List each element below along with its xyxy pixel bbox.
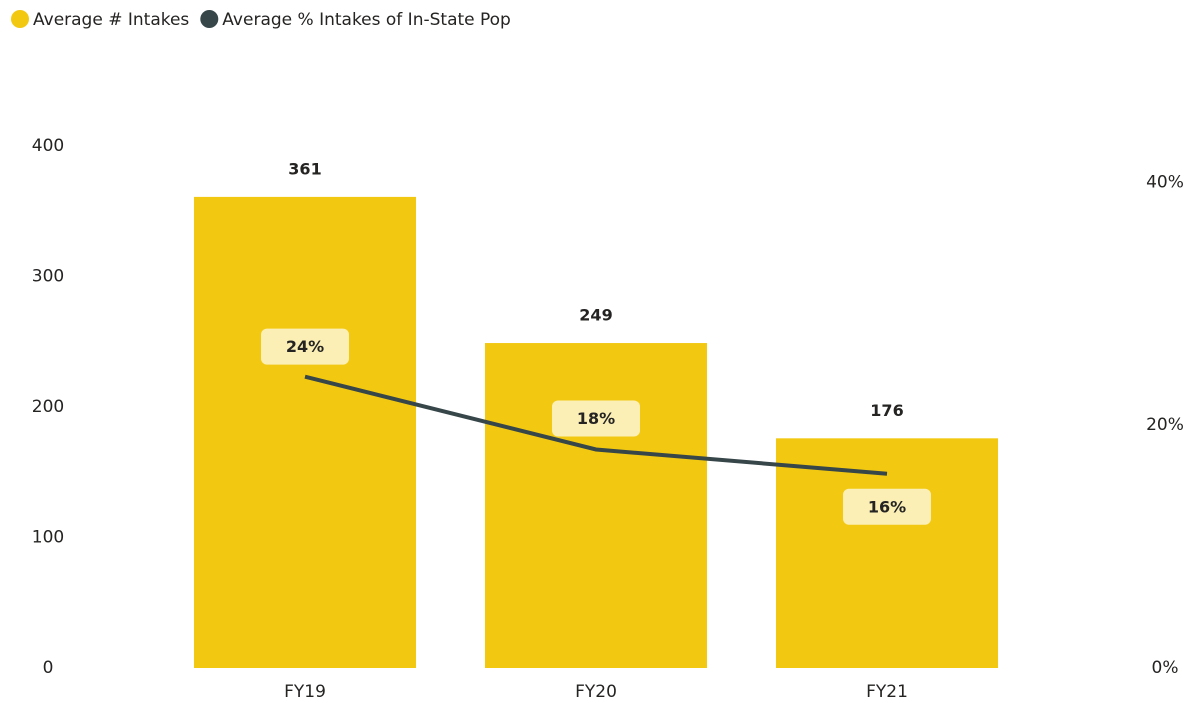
line <box>304 374 888 476</box>
legend-label: Average # Intakes <box>33 10 189 30</box>
y-tick-label: 300 <box>32 267 64 287</box>
bar-value-label: 249 <box>579 306 612 325</box>
bar <box>776 438 998 668</box>
y2-tick-label: 40% <box>1146 172 1184 192</box>
legend-label: Average % Intakes of In-State Pop <box>222 10 511 30</box>
line-label-box <box>552 400 640 437</box>
bar-value-label: 361 <box>288 159 321 178</box>
y2-tick-label: 20% <box>1146 415 1184 435</box>
y-tick-label: 100 <box>32 528 64 548</box>
y-tick-label: 400 <box>32 136 64 156</box>
y-tick-label: 0 <box>43 658 54 678</box>
legend-marker <box>200 10 219 28</box>
x-tick-label: FY21 <box>866 682 908 702</box>
line-value-label: 16% <box>868 497 906 516</box>
bar <box>194 196 416 668</box>
x-tick-label: FY19 <box>284 682 326 702</box>
y-tick-label: 200 <box>32 397 64 417</box>
y2-tick-label: 0% <box>1152 658 1179 678</box>
x-tick-label: FY20 <box>575 682 617 702</box>
bar <box>485 343 707 668</box>
line-value-label: 24% <box>286 337 324 356</box>
line-value-label: 18% <box>577 409 615 428</box>
line-label-box <box>261 328 349 365</box>
bar-value-label: 176 <box>870 401 903 420</box>
legend-marker <box>11 10 29 28</box>
line-label-box <box>843 488 931 525</box>
